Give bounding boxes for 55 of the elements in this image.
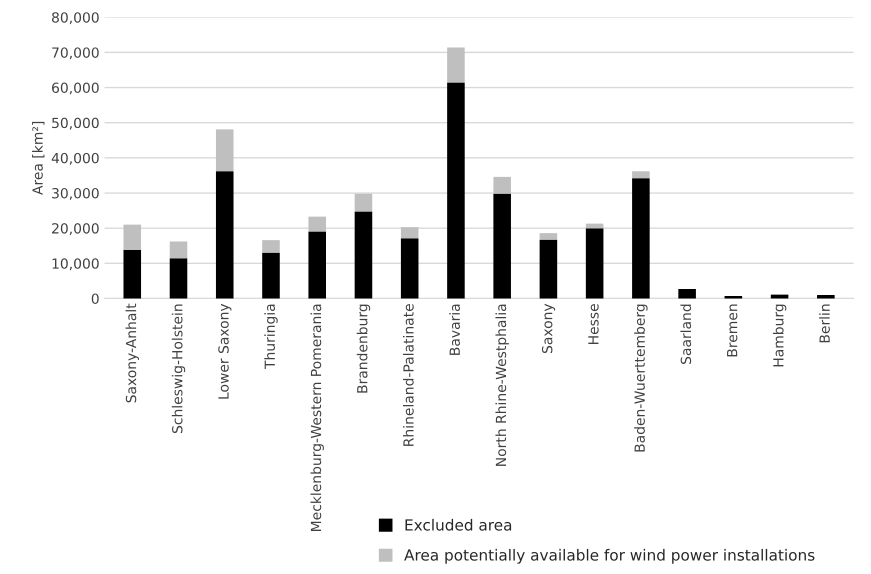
y-tick-label: 20,000 [52, 223, 99, 236]
x-tick-label: Saarland [680, 304, 692, 364]
y-tick-label: 50,000 [52, 118, 99, 130]
x-tick-label: Hamburg [772, 304, 786, 366]
bar [540, 233, 558, 240]
bar [216, 171, 234, 298]
bar [400, 238, 418, 298]
bar [493, 176, 511, 194]
bar [262, 252, 280, 298]
y-tick-label: 0 [92, 293, 99, 304]
x-tick-label: Saxony-Anhalt [126, 304, 139, 402]
y-tick-label: 60,000 [52, 82, 99, 94]
bar [447, 82, 465, 298]
bar [354, 212, 372, 298]
bar [308, 232, 326, 298]
bar [400, 227, 418, 238]
bar [216, 129, 234, 172]
bar [678, 288, 696, 298]
bar [493, 194, 511, 298]
x-tick-label: Baden-Wuerttemberg [634, 304, 648, 452]
bar [632, 178, 650, 298]
x-tick-label: Bavaria [449, 304, 460, 355]
x-tick-label: Brandenburg [356, 304, 370, 393]
bar [540, 240, 558, 298]
y-tick-label: 30,000 [52, 188, 99, 200]
legend-label: Area potentially available for wind power installations [404, 548, 814, 564]
bar [632, 171, 650, 178]
x-tick-label: Lower Saxony [218, 304, 232, 399]
y-axis-title: Area [km²] [32, 122, 44, 195]
x-tick-label: Bremen [727, 304, 738, 356]
bar [586, 228, 604, 298]
bar [354, 194, 372, 212]
bar [123, 224, 142, 250]
x-tick-label: North Rhine-Westphalia [495, 304, 509, 466]
x-tick-label: Berlin [819, 304, 830, 342]
bar [586, 224, 604, 229]
x-tick-label: Mecklenburg-Western Pomerania [310, 304, 324, 531]
x-tick-label: Saxony [542, 304, 556, 354]
y-tick-label: 10,000 [52, 258, 99, 270]
x-tick-label: Schleswig-Holstein [172, 304, 186, 434]
bar [447, 47, 465, 83]
bar [262, 240, 280, 253]
bar [170, 242, 188, 258]
bar [308, 216, 326, 232]
y-tick-label: 70,000 [52, 47, 99, 60]
legend-label: Excluded area [406, 518, 512, 531]
bar [170, 258, 188, 298]
bar [123, 250, 142, 298]
bar [770, 294, 788, 298]
x-tick-label: Hesse [588, 304, 599, 344]
y-tick-label: 40,000 [52, 152, 99, 165]
y-tick-label: 80,000 [52, 12, 99, 24]
x-tick-label: Rhineland-Palatinate [402, 304, 414, 446]
x-tick-label: Thuringia [264, 304, 278, 370]
bar [817, 294, 835, 298]
